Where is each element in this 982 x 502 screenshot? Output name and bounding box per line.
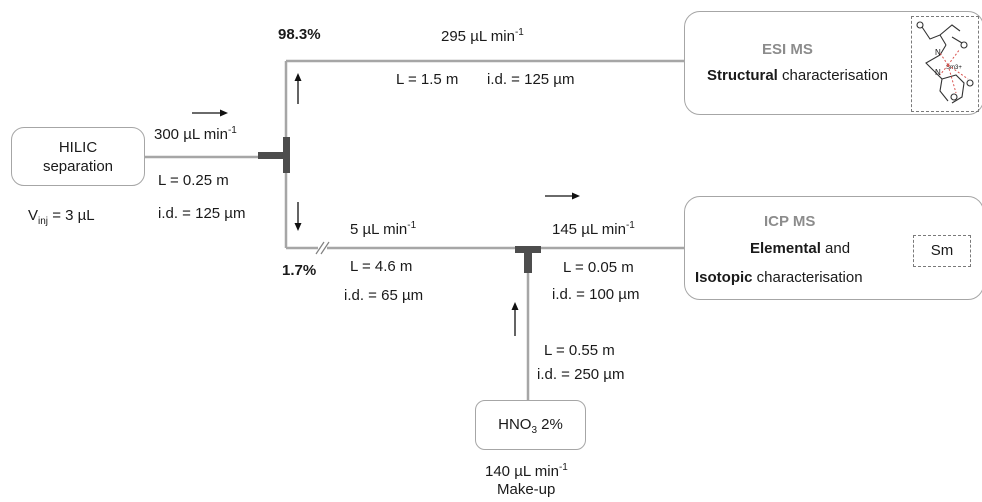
hno3-label: HNO3 2% — [498, 416, 563, 436]
makeup-inner-diameter: i.d. = 250 µm — [537, 366, 625, 383]
sm-complex-icon: N N Sm3+ — [916, 21, 974, 104]
svg-text:N: N — [935, 68, 941, 77]
icp-ms-title: ICP MS — [764, 213, 816, 230]
top-flow-rate: 295 µL min-1 — [441, 27, 524, 45]
top-inner-diameter: i.d. = 125 µm — [487, 71, 575, 88]
esi-ms-box: ESI MS Structural characterisation N N S… — [684, 11, 982, 115]
icp-ms-box: ICP MS Elemental and Isotopic characteri… — [684, 196, 982, 300]
hilic-separation-box: HILIC separation — [11, 127, 145, 186]
hilic-line2: separation — [42, 158, 114, 175]
icp-length: L = 0.05 m — [563, 259, 634, 276]
makeup-caption: Make-up — [497, 481, 556, 498]
makeup-tee — [515, 246, 541, 273]
icp-flow-rate: 145 µL min-1 — [552, 220, 635, 238]
molecule-structure: N N Sm3+ — [911, 16, 979, 112]
icp-ms-description-line1: Elemental and — [750, 240, 851, 257]
inlet-inner-diameter: i.d. = 125 µm — [158, 205, 246, 222]
svg-text:Sm3+: Sm3+ — [946, 65, 962, 71]
top-split-percent: 98.3% — [278, 26, 321, 43]
inlet-flow-rate: 300 µL min-1 — [154, 125, 237, 143]
bottom-split-percent: 1.7% — [282, 262, 317, 279]
icp-flow-arrow — [545, 192, 580, 200]
icp-inner-diameter: i.d. = 100 µm — [552, 286, 640, 303]
split-tee — [258, 137, 290, 173]
esi-ms-title: ESI MS — [762, 41, 813, 58]
tubing-break-mark — [315, 240, 330, 256]
icp-ms-description-line2: Isotopic characterisation — [695, 269, 863, 286]
hno3-makeup-box: HNO3 2% — [475, 400, 586, 450]
inlet-length: L = 0.25 m — [158, 172, 229, 189]
inlet-flow-arrow — [192, 109, 228, 117]
bottom-flow-rate: 5 µL min-1 — [350, 220, 417, 238]
hilic-line1: HILIC — [58, 139, 98, 156]
makeup-length: L = 0.55 m — [544, 342, 615, 359]
svg-text:N: N — [935, 48, 941, 57]
element-box: Sm — [913, 235, 971, 267]
down-flow-arrow — [294, 202, 302, 231]
injection-volume: Vinj = 3 µL — [28, 207, 95, 227]
esi-ms-description: Structural characterisation — [707, 67, 888, 84]
bottom-length: L = 4.6 m — [350, 258, 413, 275]
top-length: L = 1.5 m — [396, 71, 459, 88]
makeup-flow-rate: 140 µL min-1 — [485, 462, 568, 480]
makeup-flow-arrow — [511, 302, 519, 336]
bottom-inner-diameter: i.d. = 65 µm — [344, 287, 424, 304]
up-flow-arrow — [294, 73, 302, 104]
